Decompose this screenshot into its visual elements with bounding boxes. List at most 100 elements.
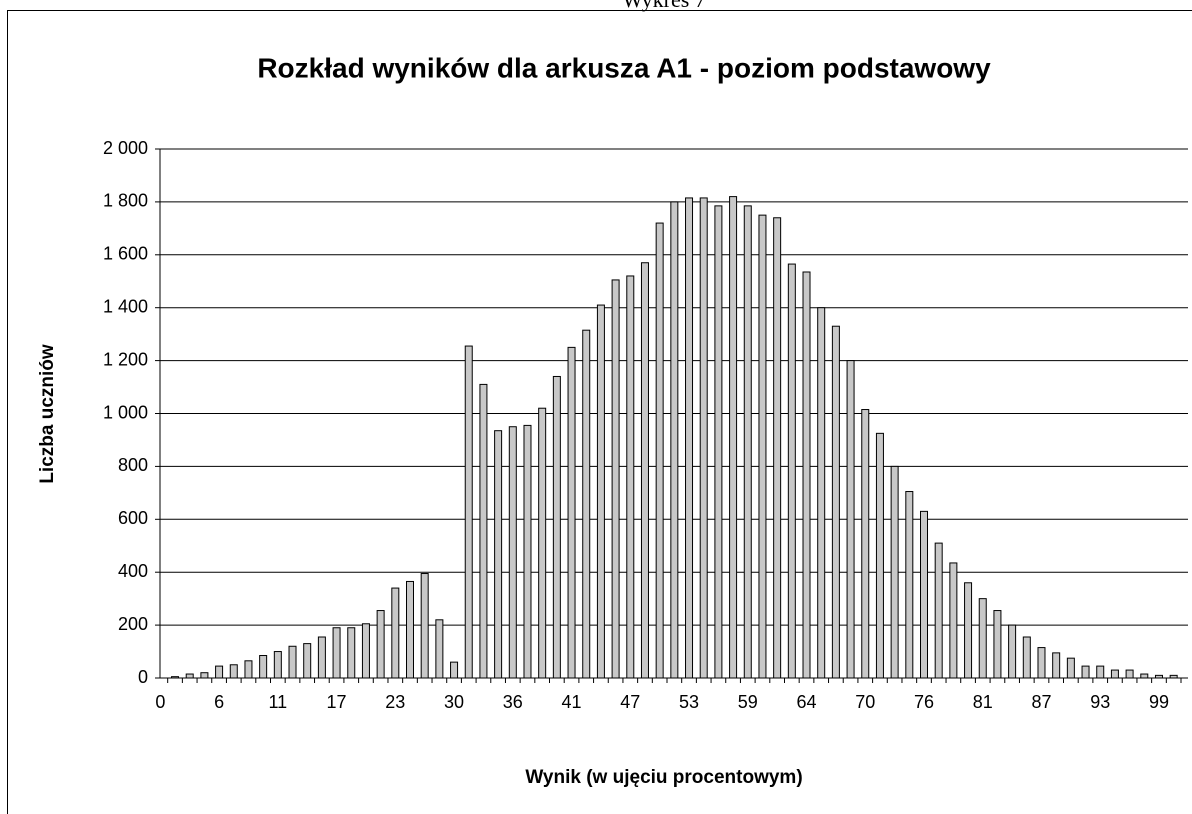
- bar: [640, 262, 649, 679]
- bar: [435, 619, 444, 679]
- bar: [523, 424, 532, 679]
- x-tick-label: 59: [738, 692, 758, 712]
- bar: [1037, 647, 1046, 679]
- x-tick-label: 93: [1090, 692, 1110, 712]
- x-tick-label: 36: [503, 692, 523, 712]
- bar: [420, 573, 429, 679]
- bar: [773, 217, 782, 679]
- bar: [582, 329, 591, 679]
- bar: [670, 201, 679, 679]
- y-tick-label: 0: [138, 667, 148, 687]
- bar: [964, 582, 973, 679]
- x-tick-label: 87: [1031, 692, 1051, 712]
- frame: [7, 10, 1192, 814]
- x-tick-label: 17: [327, 692, 347, 712]
- bar: [538, 407, 547, 679]
- bar: [787, 263, 796, 679]
- x-axis-label: Wynik (w ujęciu procentowym): [525, 767, 802, 788]
- bar: [802, 271, 811, 679]
- bar: [714, 205, 723, 679]
- bar: [729, 196, 738, 679]
- x-tick-label: 53: [679, 692, 699, 712]
- bar: [273, 651, 282, 679]
- bar: [215, 665, 224, 679]
- bar: [376, 610, 385, 679]
- bar: [1066, 657, 1075, 679]
- bar: [596, 304, 605, 679]
- bar: [332, 627, 341, 679]
- x-tick-label: 47: [620, 692, 640, 712]
- bar: [450, 661, 459, 679]
- bar: [1081, 665, 1090, 679]
- x-tick-label: 99: [1149, 692, 1169, 712]
- x-tick-label: 30: [444, 692, 464, 712]
- bar: [171, 676, 180, 679]
- bar: [920, 510, 928, 679]
- bar: [361, 623, 370, 679]
- bar: [1169, 674, 1178, 679]
- y-tick-label: 1 200: [103, 349, 148, 369]
- bar: [611, 279, 620, 679]
- bar: [875, 432, 884, 679]
- bar: [861, 409, 870, 679]
- x-tick-label: 76: [914, 692, 934, 712]
- bar: [699, 197, 708, 679]
- bar: [949, 562, 958, 679]
- y-tick-label: 2 000: [103, 138, 148, 158]
- bar: [347, 627, 356, 679]
- bar: [743, 205, 752, 679]
- caption: Wykres 7: [622, 0, 706, 12]
- bar: [288, 645, 297, 679]
- bar: [185, 673, 194, 679]
- bar: [817, 307, 826, 679]
- y-tick-label: 1 600: [103, 244, 148, 264]
- bar: [1052, 652, 1061, 679]
- y-tick-label: 1 800: [103, 191, 148, 211]
- y-tick-label: 1 000: [103, 402, 148, 422]
- bar: [317, 636, 326, 679]
- bar: [905, 491, 914, 679]
- bar: [626, 275, 635, 679]
- bar: [244, 660, 253, 679]
- bar: [229, 664, 238, 679]
- bar: [1125, 669, 1134, 679]
- bar: [303, 643, 312, 679]
- bar: [1096, 665, 1105, 679]
- x-tick-label: 6: [214, 692, 224, 712]
- bar: [391, 587, 400, 679]
- bar: [1140, 673, 1149, 679]
- x-tick-label: 41: [562, 692, 582, 712]
- bar: [464, 345, 473, 679]
- bar: [200, 672, 209, 679]
- bar: [1154, 674, 1163, 679]
- x-tick-label: 0: [155, 692, 165, 712]
- bar: [479, 383, 488, 679]
- bar: [831, 325, 840, 679]
- bar: [846, 360, 855, 679]
- x-tick-label: 11: [268, 692, 287, 712]
- y-tick-label: 200: [118, 614, 148, 634]
- y-tick-label: 600: [118, 508, 148, 528]
- bar: [1110, 669, 1119, 679]
- y-tick-label: 1 400: [103, 296, 148, 316]
- bar: [655, 222, 664, 679]
- bar: [567, 346, 576, 679]
- bar: [406, 580, 414, 679]
- y-tick-label: 800: [118, 455, 148, 475]
- x-tick-label: 23: [385, 692, 405, 712]
- bar: [1022, 636, 1031, 679]
- x-tick-label: 70: [855, 692, 875, 712]
- bar: [1008, 624, 1017, 679]
- bar: [552, 375, 561, 679]
- bar: [993, 610, 1002, 679]
- bar: [890, 465, 899, 679]
- bar: [259, 655, 268, 679]
- bar: [758, 214, 767, 679]
- bar: [685, 197, 694, 679]
- x-tick-label: 64: [796, 692, 816, 712]
- bar: [978, 598, 987, 679]
- y-axis-label: Liczba uczniów: [37, 344, 58, 484]
- x-tick-label: 81: [973, 692, 993, 712]
- y-tick-label: 400: [118, 561, 148, 581]
